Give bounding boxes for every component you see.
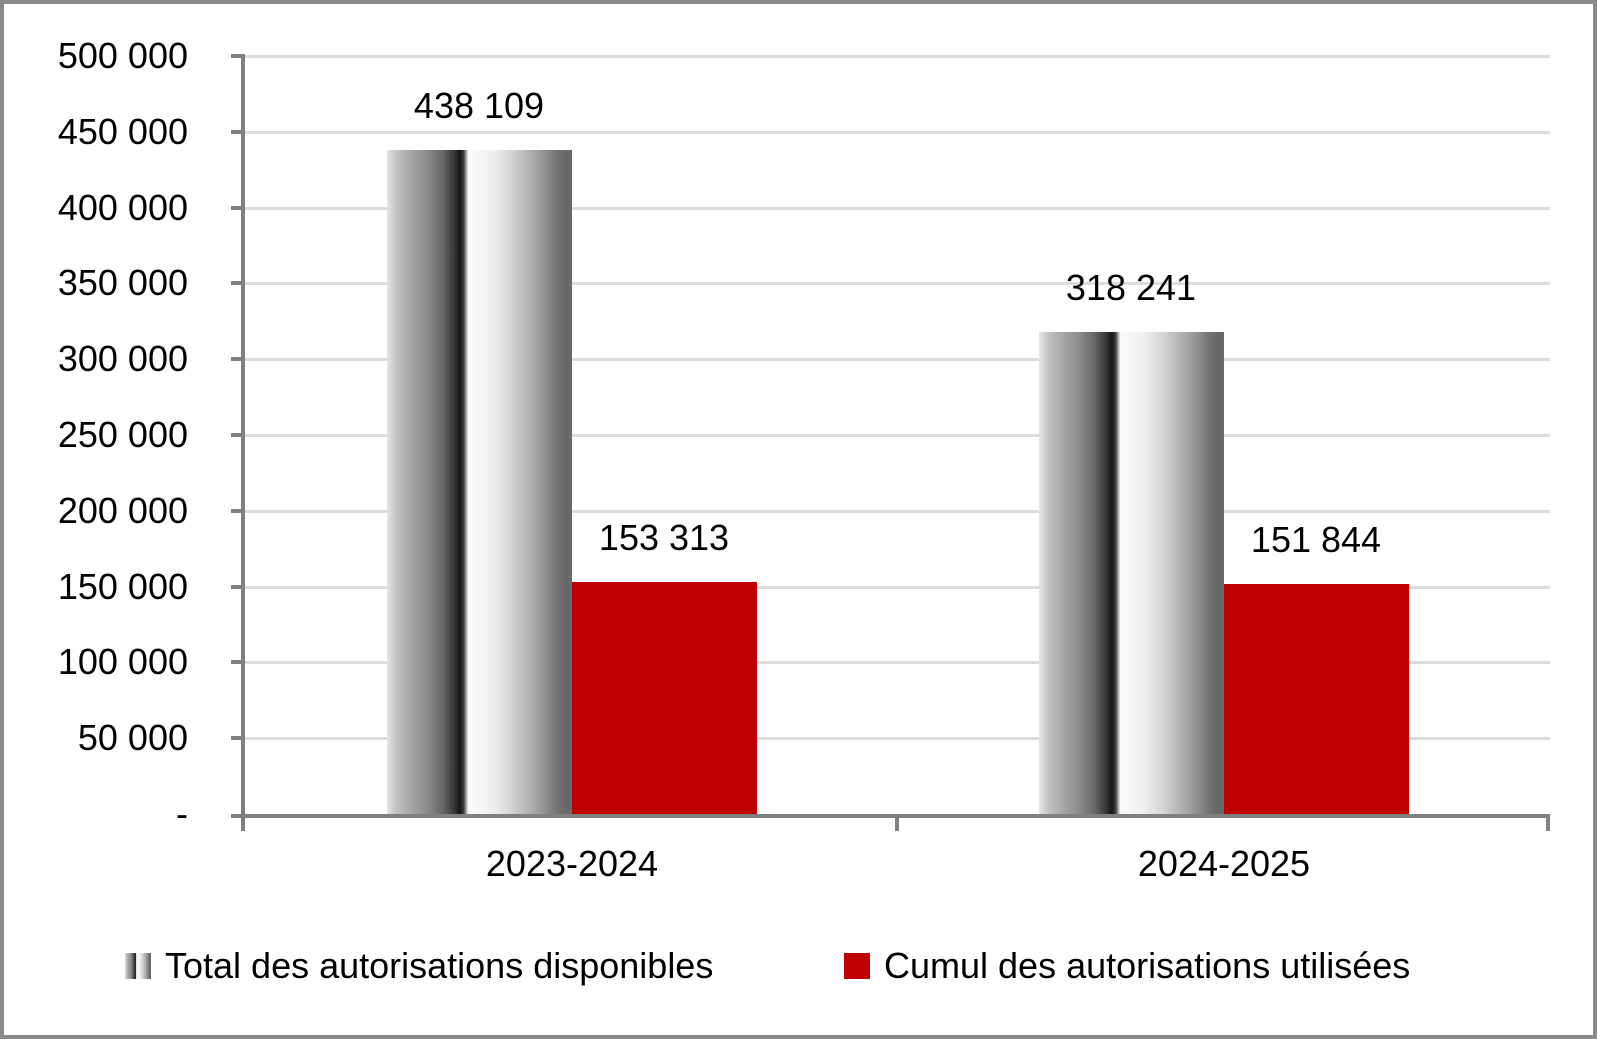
y-tick-label: 50 000	[77, 717, 188, 758]
y-axis-line	[241, 54, 245, 831]
y-tick-label: 400 000	[57, 187, 188, 228]
gridline	[245, 737, 1550, 740]
y-tick-label: 300 000	[57, 338, 188, 379]
gridline	[245, 282, 1550, 285]
x-axis-line	[231, 814, 1550, 818]
legend-item-total: Total des autorisations disponibles	[125, 942, 713, 990]
y-tick-label: 150 000	[57, 566, 188, 607]
y-tick-label: 500 000	[57, 35, 188, 76]
legend-marker-cumul-icon	[844, 953, 870, 979]
gridline	[245, 55, 1550, 58]
legend-item-cumul: Cumul des autorisations utilisées	[844, 942, 1410, 990]
data-label-total-2023-2024: 438 109	[413, 85, 545, 126]
data-label-cumul-2023-2024: 153 313	[598, 517, 730, 558]
legend-label-cumul: Cumul des autorisations utilisées	[884, 945, 1411, 986]
y-tick-label: 100 000	[57, 641, 188, 682]
y-tick	[231, 736, 245, 740]
y-tick-label: 250 000	[57, 414, 188, 455]
y-tick	[231, 130, 245, 134]
legend-marker-total-icon	[125, 953, 151, 979]
bar-total-2023-2024	[387, 150, 572, 814]
x-axis-tick-mid	[895, 817, 899, 831]
data-label-total-2024-2025: 318 241	[1065, 267, 1197, 308]
y-tick	[231, 660, 245, 664]
y-tick	[231, 585, 245, 589]
y-tick	[231, 54, 245, 58]
gridline	[245, 586, 1550, 589]
x-axis-label-2024-2025: 2024-2025	[1137, 843, 1311, 884]
bar-total-2024-2025	[1039, 332, 1224, 814]
y-tick-label: -	[176, 793, 188, 834]
data-label-cumul-2024-2025: 151 844	[1250, 519, 1382, 560]
y-tick-label: 450 000	[57, 111, 188, 152]
bar-cumul-2024-2025	[1224, 584, 1409, 814]
gridline	[245, 510, 1550, 513]
y-tick-label: 200 000	[57, 490, 188, 531]
y-tick	[231, 206, 245, 210]
gridline	[245, 207, 1550, 210]
y-tick	[231, 509, 245, 513]
y-tick	[231, 433, 245, 437]
legend-label-total: Total des autorisations disponibles	[165, 945, 714, 986]
gridline	[245, 434, 1550, 437]
y-tick-label: 350 000	[57, 262, 188, 303]
y-tick	[231, 357, 245, 361]
x-axis-tick-right	[1546, 817, 1550, 831]
gridline	[245, 661, 1550, 664]
gridline	[245, 131, 1550, 134]
bar-cumul-2023-2024	[572, 582, 757, 814]
y-tick	[231, 281, 245, 285]
x-axis-label-2023-2024: 2023-2024	[485, 843, 659, 884]
gridline	[245, 358, 1550, 361]
